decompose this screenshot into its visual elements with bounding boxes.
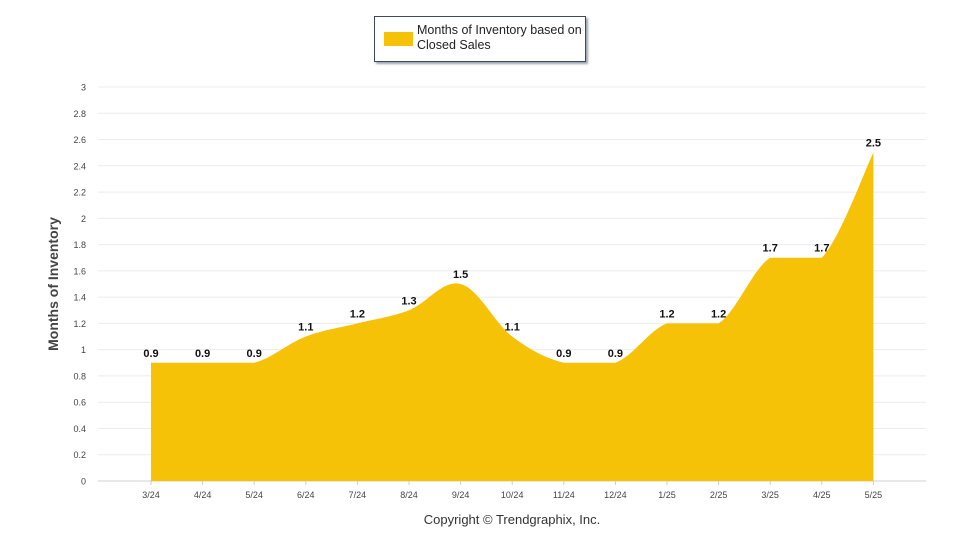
x-tick-label: 4/25 [813, 490, 831, 500]
data-label: 1.1 [505, 322, 520, 334]
data-label: 0.9 [195, 348, 210, 360]
y-tick-label: 0.8 [73, 371, 86, 381]
data-label: 1.3 [401, 295, 416, 307]
y-tick-label: 1 [81, 345, 86, 355]
x-tick-label: 3/24 [142, 490, 160, 500]
y-tick-label: 2.4 [73, 161, 86, 171]
x-tick-label: 12/24 [604, 490, 627, 500]
y-axis-label: Months of Inventory [45, 217, 61, 351]
x-tick-labels: 3/24 4/24 5/24 6/24 7/24 8/24 9/24 10/24 11/24 12… [142, 481, 882, 500]
data-label: 1.2 [350, 308, 365, 320]
y-tick-label: 0.4 [73, 424, 86, 434]
x-tick-label: 6/24 [297, 490, 315, 500]
legend: Months of Inventory based on Closed Sale… [374, 16, 586, 62]
data-label: 0.9 [608, 348, 623, 360]
y-tick-label: 1.2 [73, 319, 86, 329]
y-tick-label: 1.8 [73, 240, 86, 250]
data-label: 2.5 [866, 138, 881, 150]
y-tick-label: 1.6 [73, 266, 86, 276]
data-label: 1.2 [711, 308, 726, 320]
legend-swatch [384, 32, 413, 46]
data-label: 1.7 [814, 243, 829, 255]
x-tick-label: 2/25 [710, 490, 728, 500]
data-labels: 0.9 0.9 0.9 1.1 1.2 1.3 1.5 1.1 0.9 0.9 1.2 1.2 1.7 1… [143, 138, 881, 360]
y-tick-label: 2 [81, 214, 86, 224]
data-label: 1.2 [659, 308, 674, 320]
y-tick-label: 0.2 [73, 450, 86, 460]
y-tick-label: 0.6 [73, 398, 86, 408]
data-label: 0.9 [556, 348, 571, 360]
x-tick-label: 8/24 [400, 490, 418, 500]
data-label: 1.7 [763, 243, 778, 255]
data-label: 0.9 [143, 348, 158, 360]
x-tick-label: 3/25 [761, 490, 779, 500]
x-tick-label: 5/25 [865, 490, 883, 500]
data-label: 1.1 [298, 322, 313, 334]
y-tick-label: 2.6 [73, 135, 86, 145]
x-tick-label: 11/24 [553, 490, 575, 500]
area-series-months-of-inventory [151, 152, 874, 481]
y-tick-label: 1.4 [73, 293, 86, 303]
y-tick-label: 3 [81, 83, 86, 93]
y-tick-label: 2.2 [73, 188, 86, 198]
x-tick-label: 9/24 [452, 490, 470, 500]
x-tick-label: 7/24 [349, 490, 367, 500]
y-tick-label: 2.8 [73, 109, 86, 119]
data-label: 1.5 [453, 269, 468, 281]
y-tick-label: 0 [81, 477, 86, 487]
data-label: 0.9 [247, 348, 262, 360]
copyright-text: Copyright © Trendgraphix, Inc. [423, 512, 601, 527]
x-tick-label: 4/24 [194, 490, 212, 500]
x-tick-label: 5/24 [245, 490, 263, 500]
legend-label: Months of Inventory based on Closed Sale… [417, 23, 582, 52]
x-tick-label: 10/24 [501, 490, 524, 500]
y-tick-labels: 0 0.2 0.4 0.6 0.8 1 1.2 1.4 1.6 1.8 2 2.2 2.4 2.6 2.8 3 [73, 83, 86, 487]
series-area [151, 152, 874, 481]
x-tick-label: 1/25 [658, 490, 676, 500]
